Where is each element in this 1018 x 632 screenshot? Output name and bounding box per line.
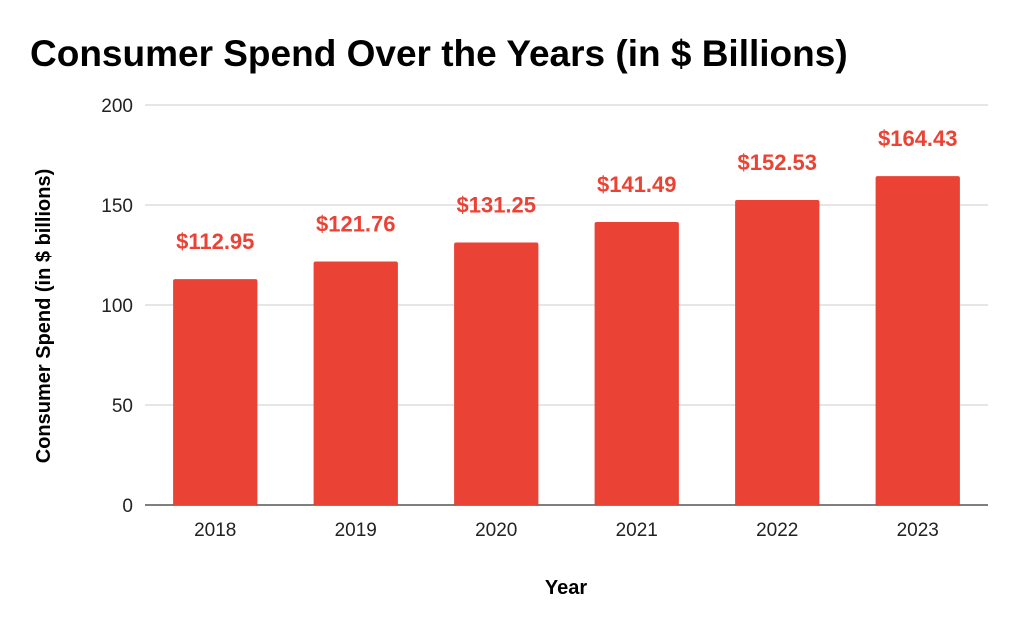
x-axis-tick-labels: 2018 2019 2020 2021 2022 2023: [194, 520, 939, 541]
x-tick-label-2021: 2021: [616, 520, 658, 541]
data-label-2021: $141.49: [597, 172, 677, 197]
bar-2022: [735, 199, 820, 505]
data-label-2019: $121.76: [316, 211, 396, 236]
gridlines: [145, 104, 988, 506]
data-label-2023: $164.43: [878, 126, 958, 151]
bar-2021: [594, 222, 679, 505]
x-tick-label-2019: 2019: [335, 520, 377, 541]
y-tick-label: 0: [122, 496, 133, 517]
data-label-2018: $112.95: [176, 229, 254, 254]
bar-2020: [454, 242, 539, 505]
bar-2023: [875, 176, 960, 505]
x-tick-label-2020: 2020: [475, 520, 517, 541]
y-tick-label: 100: [101, 296, 133, 317]
data-label-2020: $131.25: [456, 193, 536, 218]
data-labels: $112.95 $121.76 $131.25 $141.49 $152.53 $164.…: [176, 126, 957, 254]
y-axis-title: Consumer Spend (in $ billions): [33, 169, 55, 463]
bar-2018: [173, 279, 258, 505]
y-tick-label: 50: [112, 396, 133, 417]
chart-title: Consumer Spend Over the Years (in $ Bill…: [30, 33, 848, 74]
y-tick-label: 200: [101, 96, 133, 117]
y-tick-label: 150: [101, 196, 133, 217]
x-tick-label-2018: 2018: [194, 520, 236, 541]
x-tick-label-2022: 2022: [756, 520, 798, 541]
bar-2019: [313, 261, 398, 505]
bars: [173, 176, 960, 505]
data-label-2022: $152.53: [737, 150, 817, 175]
x-tick-label-2023: 2023: [897, 520, 939, 541]
y-axis-tick-labels: 0 50 100 150 200: [101, 96, 133, 517]
x-axis-title: Year: [545, 577, 587, 599]
